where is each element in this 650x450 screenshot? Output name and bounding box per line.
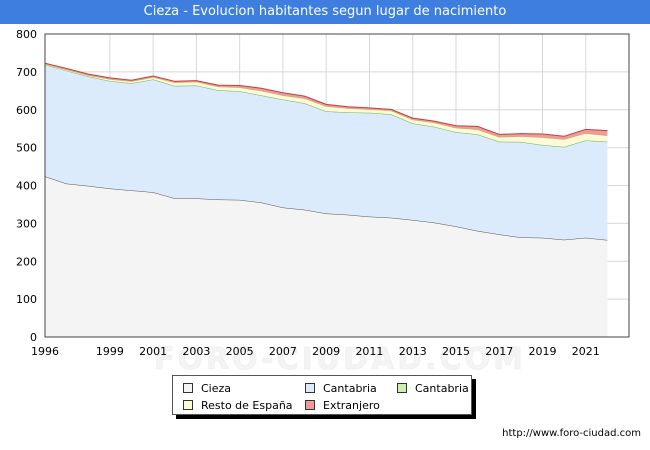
legend-label: Cantabria — [323, 382, 377, 395]
legend-item: Cantabria — [305, 382, 377, 396]
x-tick-label: 2021 — [572, 345, 600, 358]
series-area-1 — [45, 64, 608, 240]
x-tick-label: 1999 — [96, 345, 124, 358]
chart-title: Cieza - Evolucion habitantes segun lugar… — [0, 0, 650, 24]
x-tick-label: 2003 — [182, 345, 210, 358]
series-area-0 — [45, 176, 608, 337]
legend-swatch — [305, 400, 315, 410]
y-tick-label: 700 — [16, 66, 37, 79]
legend-swatch — [183, 400, 193, 410]
x-tick-label: 2017 — [485, 345, 513, 358]
x-tick-label: 2011 — [355, 345, 383, 358]
legend-swatch — [183, 383, 193, 393]
legend-label: Cantabria — [415, 382, 469, 395]
legend-item: Cieza — [183, 382, 231, 396]
source-url: http://www.foro-ciudad.com — [502, 428, 641, 439]
legend-swatch — [305, 383, 315, 393]
legend-label: Cieza — [201, 382, 232, 395]
y-tick-label: 300 — [16, 217, 37, 230]
y-tick-label: 200 — [16, 255, 37, 268]
legend-label: Extranjero — [323, 399, 380, 412]
x-tick-label: 2007 — [269, 345, 297, 358]
y-tick-label: 500 — [16, 142, 37, 155]
x-tick-label: 2001 — [139, 345, 167, 358]
x-tick-label: 2005 — [226, 345, 254, 358]
y-tick-label: 800 — [16, 28, 37, 41]
legend: Cieza Cantabria Cantabria Resto de España Ex… — [172, 375, 472, 415]
series-area-3 — [45, 63, 608, 147]
y-tick-label: 400 — [16, 180, 37, 193]
watermark: FORO-CIUDAD.COM — [154, 342, 526, 374]
y-tick-label: 100 — [16, 293, 37, 306]
x-tick-label: 2019 — [528, 345, 556, 358]
plot-frame — [44, 33, 630, 338]
legend-item: Resto de España — [183, 399, 293, 413]
series-line-4 — [44, 62, 608, 137]
legend-swatch — [397, 383, 407, 393]
x-tick-label: 2015 — [442, 345, 470, 358]
legend-item: Cantabria — [397, 382, 469, 396]
x-tick-label: 2013 — [399, 345, 427, 358]
y-tick-label: 600 — [16, 104, 37, 117]
x-tick-label: 1996 — [31, 345, 59, 358]
legend-label: Resto de España — [201, 399, 293, 412]
x-tick-label: 2009 — [312, 345, 340, 358]
y-tick-label: 0 — [30, 331, 37, 344]
legend-item: Extranjero — [305, 399, 380, 413]
area-chart: FORO-CIUDAD.COM 0 100 200 300 400 500 600 700 800… — [16, 28, 630, 374]
